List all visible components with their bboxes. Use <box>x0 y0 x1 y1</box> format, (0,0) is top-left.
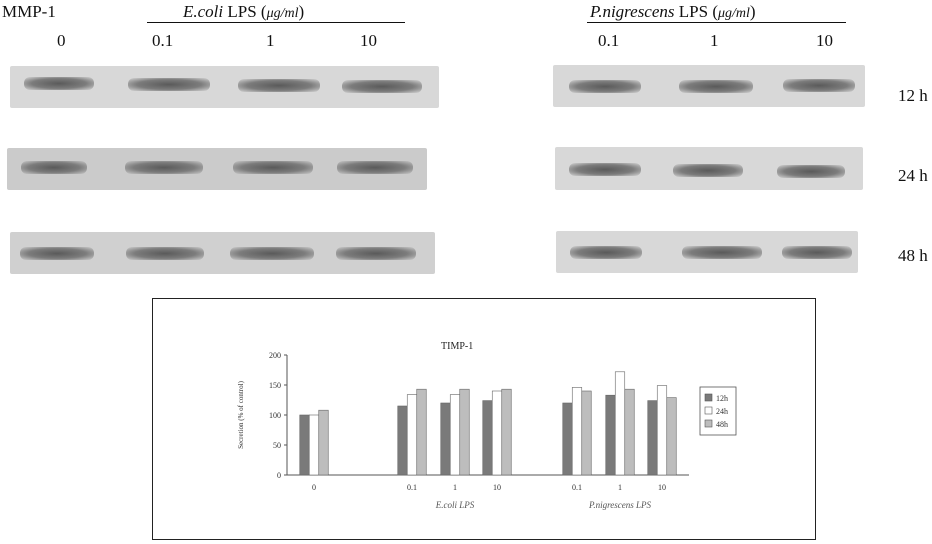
legend-swatch-12h <box>704 393 713 402</box>
bar-48h-4 <box>581 390 592 476</box>
pnig-close-paren: ) <box>749 2 756 21</box>
pnig-lps-text: LPS ( <box>674 2 718 21</box>
x-tick-label: 0.1 <box>407 483 417 492</box>
legend-label: 24h <box>716 407 728 416</box>
x-tick-label: 1 <box>618 483 622 492</box>
bar-48h-0 <box>318 409 329 476</box>
blot-strip-pnig-48h <box>556 231 858 273</box>
bar-12h-1 <box>397 405 408 476</box>
bar-24h-3 <box>491 390 503 476</box>
chart-panel: TIMP-1 Secretion (% of control) 0 50 100 150 2… <box>152 298 816 540</box>
dose-label: 0.1 <box>152 31 174 50</box>
legend-swatch-24h <box>704 406 713 415</box>
ecoli-header-rule <box>147 22 405 23</box>
blot-band <box>682 246 762 259</box>
time-label: 24 h <box>898 166 928 185</box>
blot-band <box>570 246 642 259</box>
legend-swatch-48h <box>704 419 713 428</box>
bar-12h-5 <box>605 394 616 476</box>
dose-label: 0.1 <box>598 31 620 50</box>
bar-12h-0 <box>299 414 310 476</box>
y-tick-label: 100 <box>269 411 281 420</box>
blot-band <box>342 80 422 93</box>
blot-band <box>20 247 94 260</box>
time-label: 48 h <box>898 246 928 265</box>
x-tick-label: 0 <box>312 483 316 492</box>
dose-label: 1 <box>266 31 275 50</box>
x-tick-label: 0.1 <box>572 483 582 492</box>
bar-24h-1 <box>406 394 418 476</box>
blot-band <box>128 78 210 91</box>
x-tick-label: 10 <box>658 483 666 492</box>
blot-band <box>238 79 320 92</box>
blot-strip-pnig-12h <box>553 65 865 107</box>
blot-band <box>126 247 204 260</box>
bar-24h-2 <box>449 394 461 476</box>
blot-band <box>783 79 855 92</box>
bar-24h-6 <box>656 385 668 476</box>
pnig-species: P.nigrescens <box>590 2 675 21</box>
dose-label: 1 <box>710 31 719 50</box>
bar-12h-3 <box>482 400 493 476</box>
blot-strip-ecoli-48h <box>10 232 435 274</box>
blot-band <box>782 246 852 259</box>
x-tick-label: 10 <box>493 483 501 492</box>
bar-12h-4 <box>562 402 573 476</box>
x-tick-label: 1 <box>453 483 457 492</box>
blot-strip-ecoli-24h <box>7 148 427 190</box>
bar-48h-3 <box>501 388 512 476</box>
group-label-pnigrescens: P.nigrescens LPS <box>588 500 651 510</box>
blot-band <box>337 161 413 174</box>
bar-48h-2 <box>459 388 470 476</box>
pnig-header-rule <box>587 22 846 23</box>
bar-48h-5 <box>624 388 635 476</box>
dose-label: 10 <box>816 31 833 50</box>
dose-label: 10 <box>360 31 377 50</box>
blot-band <box>569 80 641 93</box>
legend-label: 12h <box>716 394 728 403</box>
dose-label: 0 <box>57 31 66 50</box>
blot-band <box>21 161 87 174</box>
bar-12h-2 <box>440 402 451 476</box>
pnig-unit: μg/ml <box>718 6 750 21</box>
bar-24h-5 <box>614 371 626 476</box>
blot-band <box>125 161 203 174</box>
bar-12h-6 <box>647 400 658 476</box>
bar-24h-4 <box>571 387 583 476</box>
time-label: 12 h <box>898 86 928 105</box>
y-axis-label: Secretion (% of control) <box>237 380 245 449</box>
group-label-ecoli: E.coli LPS <box>435 500 475 510</box>
bar-24h-0 <box>308 414 320 476</box>
ecoli-lps-header: E.coli LPS (μg/ml) <box>183 2 304 22</box>
y-tick-label: 0 <box>277 471 281 480</box>
y-tick-label: 200 <box>269 351 281 360</box>
y-tick-label: 150 <box>269 381 281 390</box>
ecoli-lps-text: LPS ( <box>223 2 267 21</box>
legend-label: 48h <box>716 420 728 429</box>
blot-band <box>777 165 845 178</box>
blot-band <box>233 161 313 174</box>
bar-48h-6 <box>666 397 677 476</box>
protein-label: MMP-1 <box>2 2 56 21</box>
bar-48h-1 <box>416 388 427 476</box>
blot-band <box>336 247 416 260</box>
ecoli-unit: μg/ml <box>266 6 299 21</box>
blot-band <box>24 77 94 90</box>
blot-band <box>230 247 314 260</box>
blot-band <box>673 164 743 177</box>
blot-band <box>569 163 641 176</box>
ecoli-species: E.coli <box>183 2 224 21</box>
blot-band <box>679 80 753 93</box>
blot-strip-pnig-24h <box>555 147 863 190</box>
pnig-lps-header: P.nigrescens LPS (μg/ml) <box>590 2 756 22</box>
y-tick-label: 50 <box>273 441 281 450</box>
ecoli-close-paren: ) <box>298 2 305 21</box>
chart-title: TIMP-1 <box>441 341 473 352</box>
blot-strip-ecoli-12h <box>10 66 439 108</box>
